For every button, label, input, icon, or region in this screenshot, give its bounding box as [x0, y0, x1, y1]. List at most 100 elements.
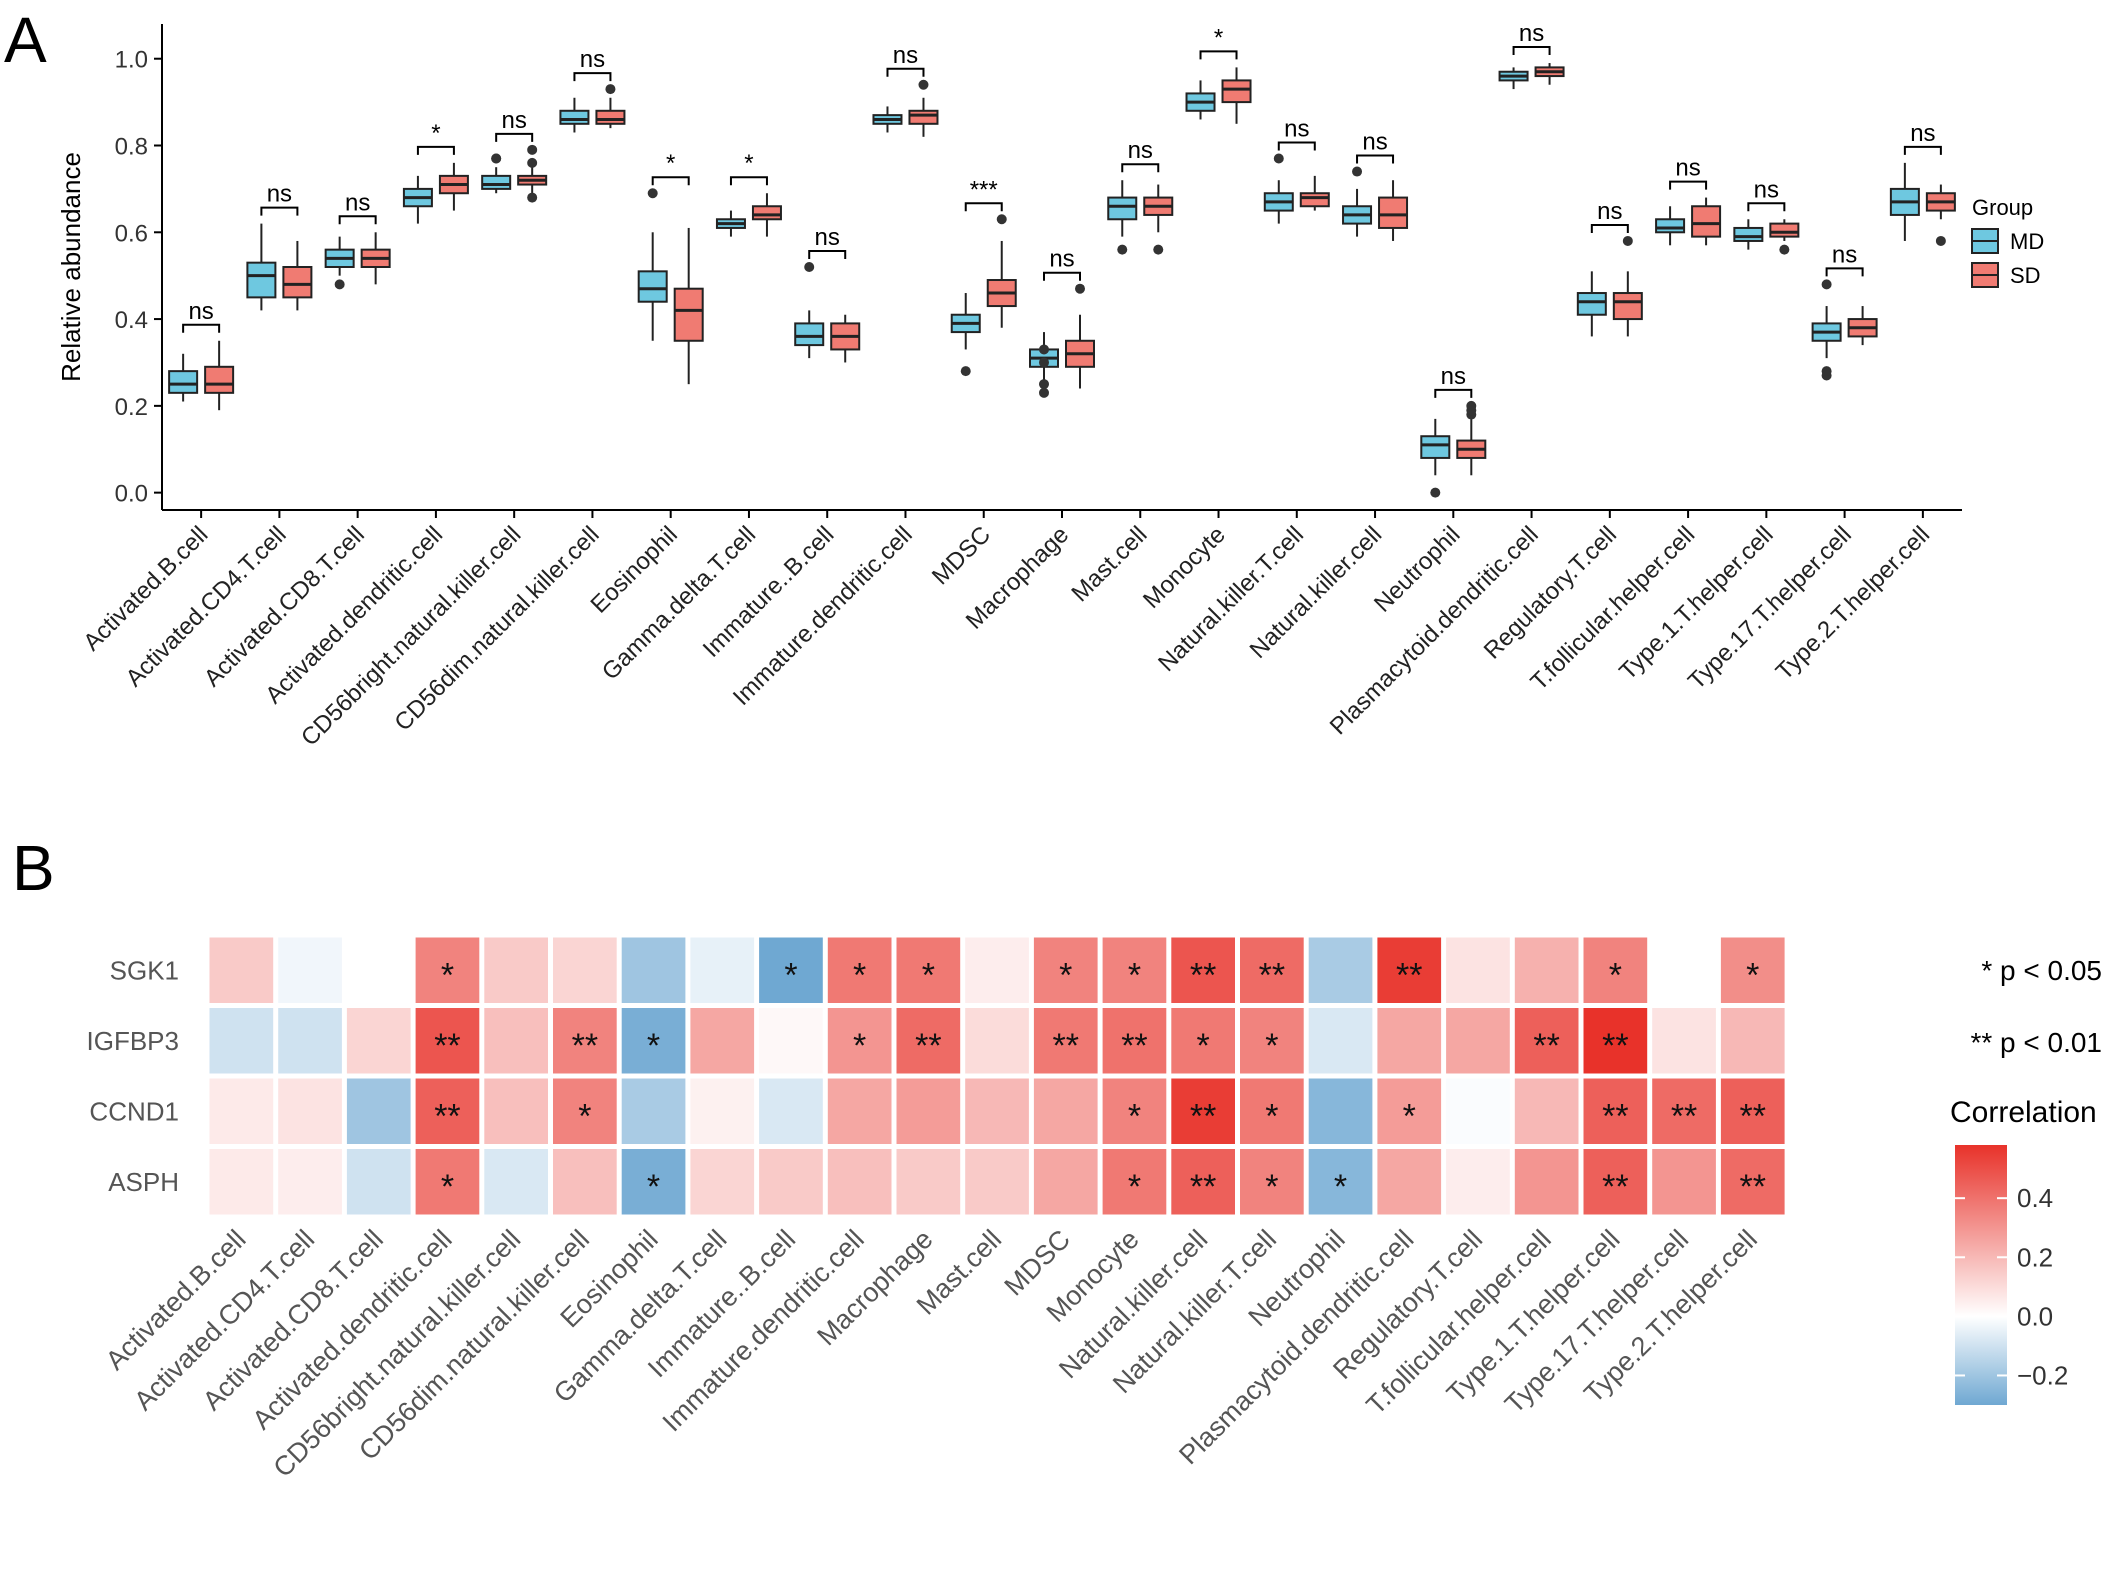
outlier-SD-5-0: [605, 84, 616, 95]
box-SD-18: [1612, 292, 1643, 321]
heatmap-cell-IGFBP3-20: [1583, 1008, 1648, 1074]
outlier-SD-9-0: [918, 79, 929, 90]
heatmap-cell-SGK1-19: [1514, 937, 1579, 1003]
outlier-MD-11-1: [1039, 379, 1049, 390]
heatmap-cell-IGFBP3-12: [1033, 1008, 1098, 1074]
cell-stars-ASPH-20: **: [1602, 1168, 1628, 1206]
box-MD-18: [1576, 292, 1607, 316]
sig-label-22: ns: [1910, 120, 1935, 147]
colorbar-tick-label-0: 0.4: [2017, 1183, 2053, 1213]
outlier-MD-4-1: [491, 153, 502, 164]
heatmap-cell-IGFBP3-6: [621, 1008, 686, 1074]
cell-stars-ASPH-15: *: [1265, 1168, 1278, 1206]
box-SD-0: [204, 365, 235, 394]
y-tick-label-2: 0.4: [115, 307, 148, 334]
cell-stars-IGFBP3-6: *: [647, 1027, 660, 1065]
box-MD-20: [1733, 226, 1764, 242]
cell-stars-CCND1-13: *: [1128, 1097, 1141, 1135]
x-tick-label-7: Gamma.delta.T.cell: [597, 521, 761, 685]
heatmap-cell-CCND1-11: [965, 1078, 1029, 1144]
colorbar-title: Correlation: [1950, 1096, 2097, 1129]
x-tick-label-14: Natural.killer.T.cell: [1153, 521, 1309, 677]
box-MD-4: [481, 174, 512, 190]
outlier-MD-10-0: [960, 366, 971, 377]
outlier-SD-11-0: [1075, 283, 1085, 294]
sig-bracket-0: [182, 323, 221, 333]
sig-bracket-5: [573, 72, 612, 82]
y-tick-label-5: 1.0: [115, 47, 148, 74]
cell-stars-SGK1-8: *: [784, 956, 797, 994]
sig-bracket-9: [886, 67, 925, 77]
heatmap-cell-CCND1-3: [415, 1078, 480, 1144]
y-tick-label-4: 0.8: [115, 134, 148, 161]
heatmap-cell-SGK1-9: [827, 937, 892, 1003]
sig-note-1: ** p < 0.01: [1970, 1027, 2102, 1058]
cell-stars-ASPH-3: *: [441, 1168, 454, 1206]
sig-label-6: *: [666, 150, 675, 177]
box-SD-6: [673, 287, 704, 342]
cell-stars-SGK1-10: *: [922, 956, 935, 994]
heatmap-cell-SGK1-11: [965, 937, 1029, 1003]
heatmap-cell-IGFBP3-15: [1240, 1008, 1304, 1074]
x-tick-label-22: Type.2.T.helper.cell: [1771, 521, 1935, 685]
sig-label-10: ***: [970, 176, 998, 203]
sig-bracket-20: [1747, 202, 1786, 212]
cell-stars-CCND1-17: *: [1403, 1097, 1416, 1135]
sig-label-1: ns: [267, 181, 292, 208]
cell-stars-IGFBP3-15: *: [1265, 1027, 1278, 1065]
heatmap-cell-CCND1-13: [1102, 1078, 1167, 1144]
sig-bracket-14: [1277, 141, 1316, 151]
outlier-MD-8-0: [804, 262, 815, 272]
heatmap-cell-CCND1-19: [1514, 1078, 1579, 1144]
sig-bracket-7: [729, 176, 768, 186]
heatmap-cell-ASPH-14: [1171, 1149, 1235, 1215]
outlier-SD-4-0: [527, 192, 538, 203]
cell-stars-SGK1-12: *: [1059, 956, 1072, 994]
sig-note-0: * p < 0.05: [1981, 955, 2102, 986]
sig-bracket-4: [495, 132, 534, 142]
outlier-MD-11-3: [1039, 344, 1049, 355]
box-MD-1: [246, 261, 277, 299]
heatmap-cell-CCND1-21: [1652, 1078, 1716, 1144]
outlier-SD-16-2: [1466, 400, 1477, 411]
sig-label-15: ns: [1362, 129, 1387, 156]
sig-bracket-2: [338, 215, 377, 225]
heatmap-cell-CCND1-7: [690, 1078, 755, 1144]
cell-stars-ASPH-16: *: [1334, 1168, 1347, 1206]
outlier-MD-16-0: [1430, 487, 1441, 498]
heatmap-cell-CCND1-17: [1377, 1078, 1442, 1144]
heatmap-cell-ASPH-8: [759, 1149, 823, 1215]
heatmap-cell-SGK1-22: [1720, 937, 1785, 1003]
box-SD-9: [908, 109, 939, 125]
heatmap-cell-SGK1-1: [278, 937, 342, 1003]
outlier-SD-4-1: [527, 157, 538, 168]
cell-stars-ASPH-22: **: [1740, 1168, 1766, 1206]
sig-bracket-13: [1199, 50, 1238, 60]
sig-bracket-18: [1590, 223, 1629, 233]
heatmap-cell-CCND1-6: [621, 1078, 686, 1144]
outlier-MD-11-2: [1039, 357, 1049, 368]
sig-bracket-11: [1043, 271, 1081, 281]
heatmap-cell-SGK1-7: [690, 937, 755, 1003]
panel-label-a: A: [4, 4, 47, 76]
row-label-CCND1: CCND1: [89, 1096, 179, 1126]
sig-label-21: ns: [1832, 241, 1857, 268]
sig-bracket-17: [1512, 46, 1551, 56]
cell-stars-CCND1-3: **: [434, 1097, 460, 1135]
cell-stars-CCND1-5: *: [578, 1097, 591, 1135]
sig-label-18: ns: [1597, 198, 1622, 225]
sig-bracket-3: [416, 145, 455, 155]
heatmap-cell-ASPH-3: [415, 1149, 480, 1215]
sig-bracket-1: [260, 206, 299, 216]
cell-stars-CCND1-21: **: [1671, 1097, 1697, 1135]
cell-stars-IGFBP3-20: **: [1602, 1027, 1628, 1065]
box-MD-6: [637, 270, 668, 303]
heatmap-cell-SGK1-13: [1102, 937, 1167, 1003]
cell-stars-CCND1-14: **: [1190, 1097, 1216, 1135]
heatmap-cell-ASPH-21: [1652, 1149, 1716, 1215]
heatmap-cell-SGK1-10: [896, 937, 961, 1003]
outlier-MD-12-0: [1117, 244, 1128, 255]
heatmap-cell-SGK1-8: [759, 937, 823, 1003]
